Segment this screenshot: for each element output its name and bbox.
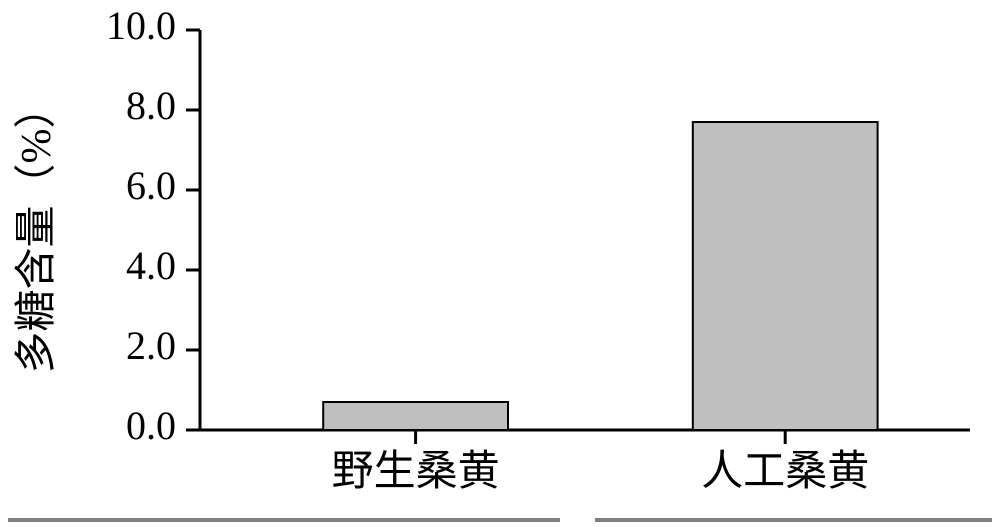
y-tick-label: 0.0: [126, 403, 176, 448]
bar-chart: 0.0 2.0 4.0 6.0 8.0 10.0 野生桑黄 人工桑黄 多糖含量（%）: [0, 0, 1000, 527]
bar: [323, 402, 508, 430]
bar: [693, 122, 878, 430]
y-axis-title: 多糖含量（%）: [14, 87, 60, 374]
y-tick-label: 6.0: [126, 163, 176, 208]
y-tick-label: 8.0: [126, 83, 176, 128]
category-label: 野生桑黄: [332, 449, 500, 495]
chart-svg: 0.0 2.0 4.0 6.0 8.0 10.0 野生桑黄 人工桑黄 多糖含量（%）: [0, 0, 1000, 527]
category-label: 人工桑黄: [701, 449, 869, 495]
y-tick-label: 2.0: [126, 323, 176, 368]
y-tick-label: 4.0: [126, 243, 176, 288]
y-tick-label: 10.0: [106, 3, 176, 48]
